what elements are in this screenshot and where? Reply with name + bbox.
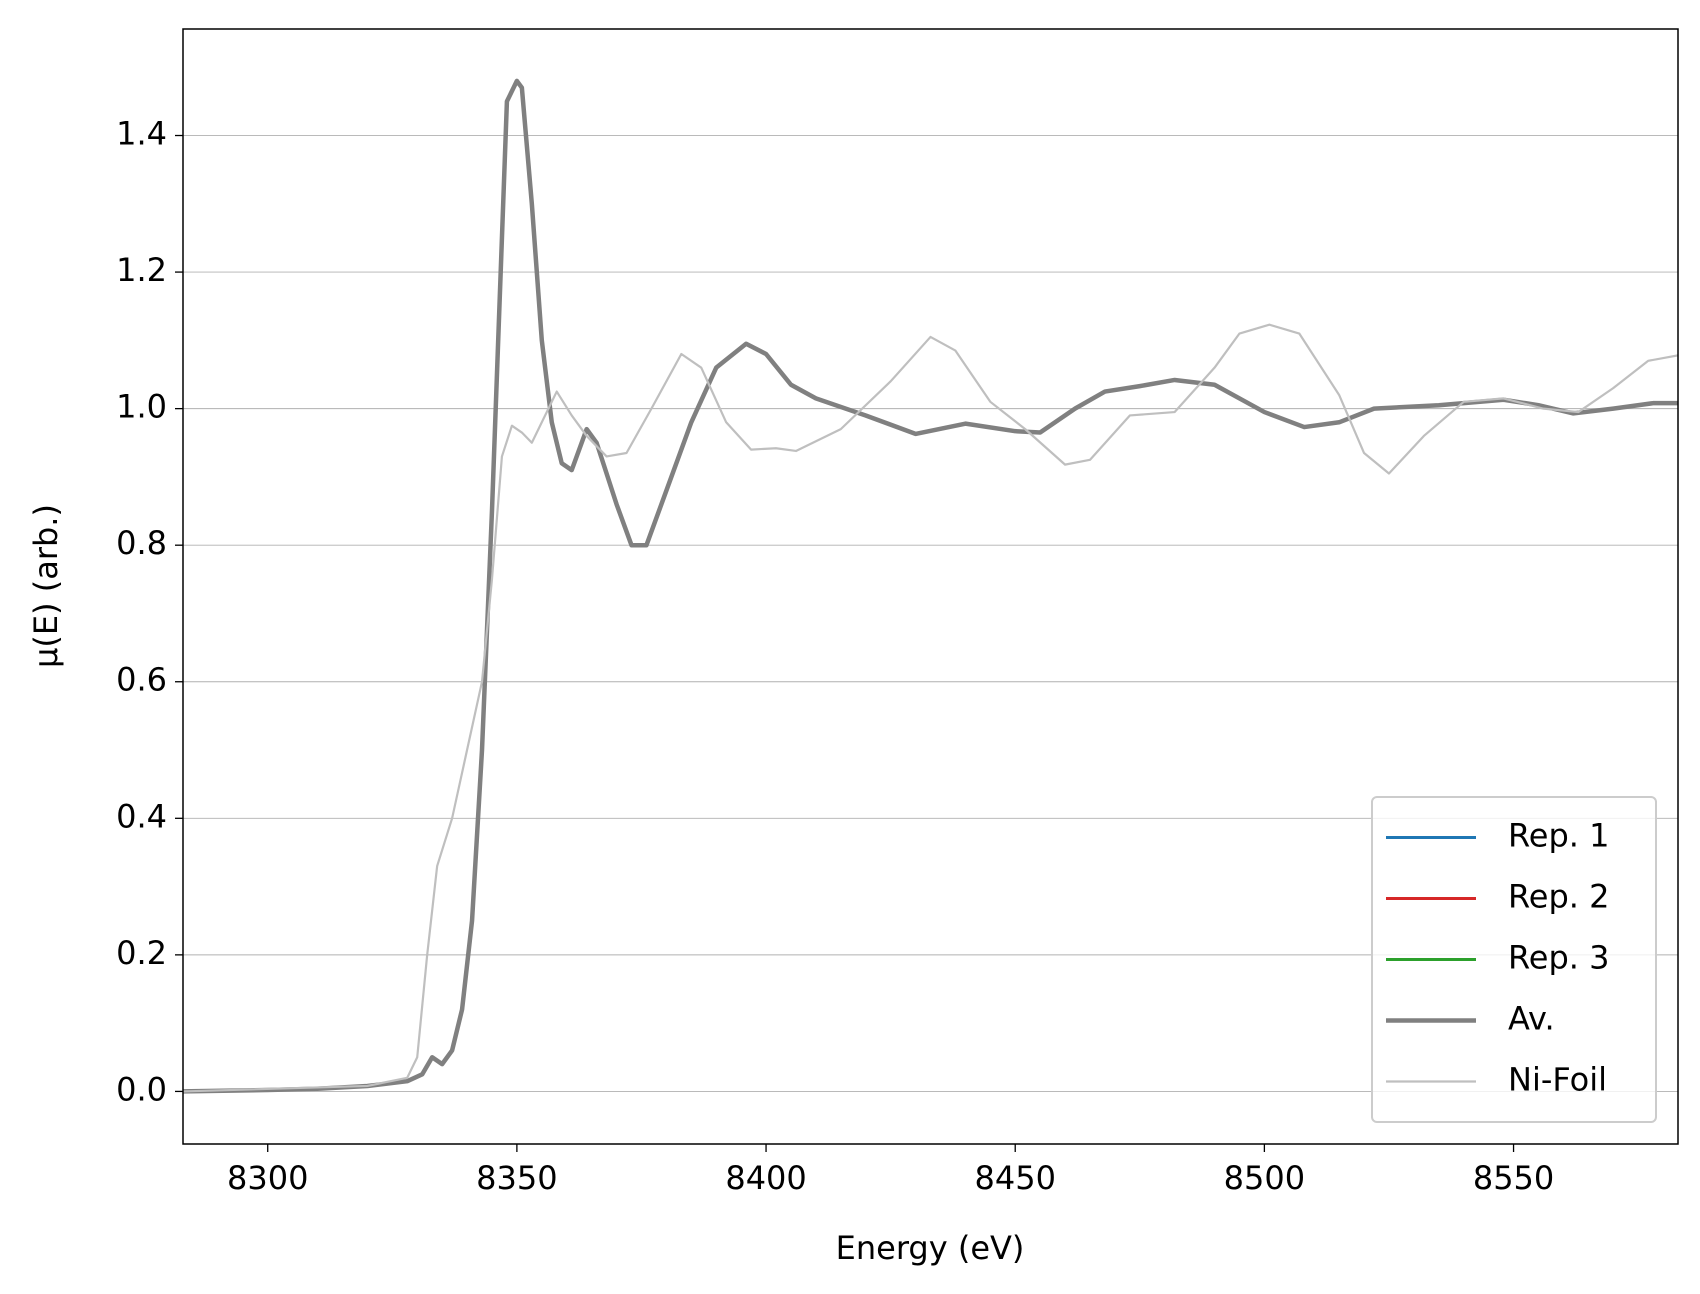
x-axis-label: Energy (eV) <box>836 1229 1025 1267</box>
series-line <box>183 78 1678 1094</box>
plot-frame <box>182 28 1679 1145</box>
legend-label: Av. <box>1508 1000 1555 1038</box>
y-tick-label: 0.6 <box>116 661 167 699</box>
y-tick-label: 0.4 <box>116 797 167 835</box>
y-tick-label: 1.2 <box>116 251 167 289</box>
y-tick-label: 0.8 <box>116 524 167 562</box>
y-tick-label: 0.2 <box>116 934 167 972</box>
x-tick-label: 8550 <box>1473 1159 1554 1197</box>
legend-label: Rep. 2 <box>1508 878 1610 916</box>
x-tick-label: 8300 <box>227 1159 308 1197</box>
x-tick-label: 8350 <box>476 1159 557 1197</box>
legend-label: Rep. 3 <box>1508 939 1610 977</box>
y-tick-label: 0.0 <box>116 1070 167 1108</box>
legend-label: Rep. 1 <box>1508 817 1610 855</box>
y-tick-label: 1.0 <box>116 388 167 426</box>
x-tick-label: 8450 <box>974 1159 1055 1197</box>
legend-label: Ni-Foil <box>1508 1061 1607 1099</box>
x-tick-label: 8500 <box>1224 1159 1305 1197</box>
x-tick-label: 8400 <box>725 1159 806 1197</box>
series-line <box>183 323 1678 1093</box>
legend-box <box>1371 796 1657 1123</box>
y-axis-label: μ(E) (arb.) <box>27 504 65 668</box>
y-tick-label: 1.4 <box>116 115 167 153</box>
